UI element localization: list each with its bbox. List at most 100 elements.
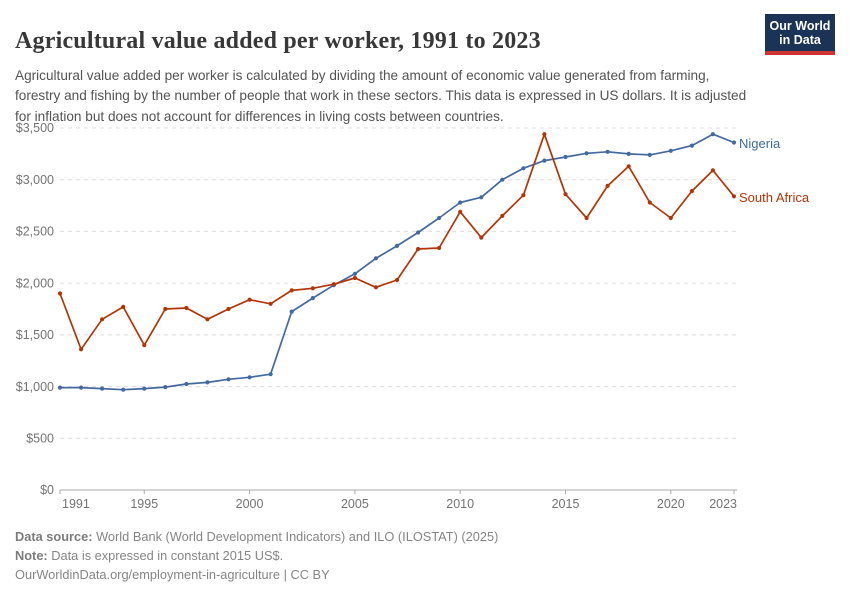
url-line: OurWorldinData.org/employment-in-agricul… xyxy=(15,565,815,584)
data-point-marker[interactable] xyxy=(205,317,210,322)
data-point-marker[interactable] xyxy=(647,152,652,157)
data-point-marker[interactable] xyxy=(142,386,147,391)
license-label: CC BY xyxy=(290,567,330,582)
data-point-marker[interactable] xyxy=(584,151,589,156)
owid-logo-line2: in Data xyxy=(779,33,821,47)
data-point-marker[interactable] xyxy=(479,235,484,240)
data-point-marker[interactable] xyxy=(542,158,547,163)
data-point-marker[interactable] xyxy=(310,296,315,301)
owid-logo[interactable]: Our World in Data xyxy=(765,14,835,55)
x-tick-label: 2015 xyxy=(552,497,580,511)
y-tick-label: $3,000 xyxy=(16,173,54,187)
data-point-marker[interactable] xyxy=(563,154,568,160)
data-point-marker[interactable] xyxy=(416,230,421,235)
data-point-marker[interactable] xyxy=(647,200,652,205)
data-point-marker[interactable] xyxy=(226,377,231,382)
data-point-marker[interactable] xyxy=(247,375,252,380)
x-tick-label: 2000 xyxy=(236,497,264,511)
data-point-marker[interactable] xyxy=(100,317,105,322)
y-tick-label: $500 xyxy=(26,431,54,445)
data-point-marker[interactable] xyxy=(458,209,463,214)
data-point-marker[interactable] xyxy=(121,304,126,309)
data-point-marker[interactable] xyxy=(521,193,526,198)
data-point-marker[interactable] xyxy=(352,271,357,276)
data-point-marker[interactable] xyxy=(710,168,716,173)
data-point-marker[interactable] xyxy=(731,140,737,145)
data-point-marker[interactable] xyxy=(626,164,631,169)
data-point-marker[interactable] xyxy=(310,286,315,291)
data-point-marker[interactable] xyxy=(163,385,168,390)
data-source-line: Data source: World Bank (World Developme… xyxy=(15,527,815,546)
line-chart: $0 $500 $1,000 $1,500 $2,000 $2,500 $3,000 $3,5… xyxy=(16,121,737,511)
note-line: Note: Data is expressed in constant 2015… xyxy=(15,546,815,565)
data-point-marker[interactable] xyxy=(226,306,231,312)
data-point-marker[interactable] xyxy=(689,143,695,148)
y-tick-label: $2,000 xyxy=(16,276,54,290)
y-tick-label: $2,500 xyxy=(16,225,54,239)
note-label: Note: xyxy=(15,548,48,563)
data-point-marker[interactable] xyxy=(331,282,336,287)
data-point-marker[interactable] xyxy=(542,132,547,137)
data-point-marker[interactable] xyxy=(563,192,568,197)
data-point-marker[interactable] xyxy=(731,194,737,199)
x-tick-label: 2023 xyxy=(709,497,737,511)
data-point-marker[interactable] xyxy=(268,301,273,306)
data-point-marker[interactable] xyxy=(373,285,378,290)
data-point-marker[interactable] xyxy=(57,291,63,296)
data-point-marker[interactable] xyxy=(289,288,294,293)
data-point-marker[interactable] xyxy=(247,297,252,302)
data-point-marker[interactable] xyxy=(668,215,673,221)
series-line-south-africa xyxy=(59,133,735,351)
data-point-marker[interactable] xyxy=(394,277,400,283)
data-point-marker[interactable] xyxy=(416,246,421,252)
url-separator: | xyxy=(280,567,291,582)
chart-subtitle: Agricultural value added per worker is c… xyxy=(15,67,747,124)
data-point-marker[interactable] xyxy=(184,305,189,311)
data-point-marker[interactable] xyxy=(79,347,84,352)
data-point-marker[interactable] xyxy=(584,215,589,221)
note-text: Data is expressed in constant 2015 US$. xyxy=(47,548,284,563)
data-point-marker[interactable] xyxy=(500,213,505,218)
data-point-marker[interactable] xyxy=(289,309,294,314)
data-point-marker[interactable] xyxy=(57,385,63,390)
series-label-nigeria[interactable]: Nigeria xyxy=(739,136,781,151)
data-point-marker[interactable] xyxy=(668,148,673,153)
y-tick-label: $1,500 xyxy=(16,328,54,342)
y-tick-label: $3,500 xyxy=(16,121,54,135)
data-source-label: Data source: xyxy=(15,529,93,544)
data-point-marker[interactable] xyxy=(689,189,695,194)
data-point-marker[interactable] xyxy=(605,149,610,154)
data-point-marker[interactable] xyxy=(163,306,168,312)
owid-url-link[interactable]: OurWorldinData.org/employment-in-agricul… xyxy=(15,567,281,582)
x-tick-label: 2005 xyxy=(341,497,369,511)
data-point-marker[interactable] xyxy=(605,183,610,188)
data-point-marker[interactable] xyxy=(458,200,463,205)
data-point-marker[interactable] xyxy=(79,385,84,390)
data-point-marker[interactable] xyxy=(521,166,526,171)
data-point-marker[interactable] xyxy=(184,381,189,387)
data-point-marker[interactable] xyxy=(710,132,716,137)
page-title: Agricultural value added per worker, 199… xyxy=(15,28,541,55)
data-point-marker[interactable] xyxy=(437,215,442,221)
y-tick-label: $0 xyxy=(40,483,54,497)
chart-footer: Data source: World Bank (World Developme… xyxy=(15,527,815,584)
data-point-marker[interactable] xyxy=(100,386,105,391)
data-point-marker[interactable] xyxy=(352,275,357,281)
data-point-marker[interactable] xyxy=(500,177,505,182)
data-point-marker[interactable] xyxy=(394,243,400,248)
data-point-marker[interactable] xyxy=(437,245,442,251)
data-point-marker[interactable] xyxy=(268,372,273,377)
data-point-marker[interactable] xyxy=(205,380,210,385)
y-tick-label: $1,000 xyxy=(16,380,54,394)
owid-logo-line1: Our World xyxy=(769,19,831,33)
data-point-marker[interactable] xyxy=(626,151,631,156)
data-point-marker[interactable] xyxy=(373,256,378,261)
x-tick-label: 2020 xyxy=(657,497,685,511)
x-tick-label: 1995 xyxy=(130,497,158,511)
data-point-marker[interactable] xyxy=(142,343,147,348)
data-source-text: World Bank (World Development Indicators… xyxy=(92,529,499,544)
series-label-south-africa[interactable]: South Africa xyxy=(739,190,810,205)
data-point-marker[interactable] xyxy=(479,195,484,200)
data-point-marker[interactable] xyxy=(121,387,126,392)
x-tick-label: 1991 xyxy=(62,497,90,511)
